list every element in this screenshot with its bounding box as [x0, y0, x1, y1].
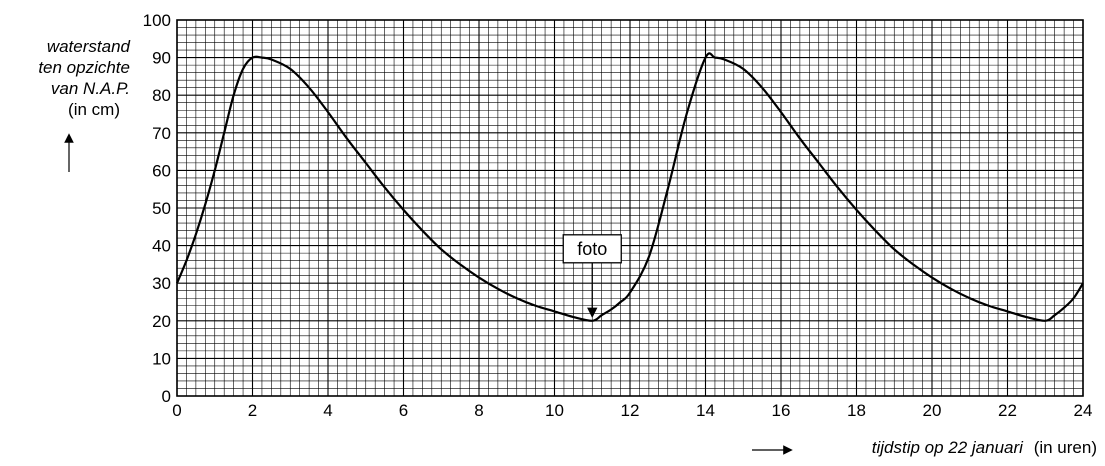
- foto-label-text: foto: [577, 239, 607, 259]
- x-tick-label: 0: [172, 401, 181, 420]
- x-tick-label: 12: [621, 401, 640, 420]
- x-tick-label: 24: [1074, 401, 1093, 420]
- y-axis-label-line-3: van N.A.P.: [50, 79, 130, 98]
- series-line-waterstand: [175, 52, 1084, 322]
- chart-grid: [176, 19, 1084, 397]
- foto-label-box: [562, 234, 622, 264]
- y-tick-label: 40: [152, 237, 171, 256]
- y-tick-label: 20: [152, 312, 171, 331]
- x-tick-label: 6: [399, 401, 408, 420]
- y-tick-label: 90: [152, 49, 171, 68]
- x-tick-label: 20: [923, 401, 942, 420]
- x-axis-label: tijdstip op 22 januari (in uren): [825, 438, 1097, 458]
- y-axis-label-line-2: ten opzichte: [38, 58, 130, 77]
- y-tick-label: 30: [152, 274, 171, 293]
- x-tick-label: 14: [696, 401, 715, 420]
- y-axis-label: waterstand ten opzichte van N.A.P. (in c…: [0, 36, 130, 120]
- y-tick-label: 0: [162, 387, 171, 406]
- x-tick-label: 18: [847, 401, 866, 420]
- x-tick-label: 2: [248, 401, 257, 420]
- x-tick-label: 10: [545, 401, 564, 420]
- x-tick-label: 22: [998, 401, 1017, 420]
- x-axis-unit: (in uren): [1033, 438, 1097, 457]
- y-axis-unit: (in cm): [68, 100, 120, 119]
- y-tick-label: 10: [152, 349, 171, 368]
- x-tick-label: 4: [323, 401, 332, 420]
- x-tick-label: 8: [474, 401, 483, 420]
- y-tick-label: 50: [152, 199, 171, 218]
- y-tick-label: 60: [152, 161, 171, 180]
- x-tick-label: 16: [772, 401, 791, 420]
- chart-axis-ticks: 0 2 4 6 8 10 12 14 16 18 20 22 240102030405060708090…: [143, 11, 1093, 420]
- y-tick-label: 70: [152, 124, 171, 143]
- y-tick-label: 100: [143, 11, 171, 30]
- plot-frame: [176, 19, 1084, 397]
- x-axis-label-text: tijdstip op 22 januari: [871, 438, 1023, 457]
- y-tick-label: 80: [152, 86, 171, 105]
- foto-annotation: foto: [562, 234, 622, 318]
- y-axis-label-line-1: waterstand: [46, 37, 130, 56]
